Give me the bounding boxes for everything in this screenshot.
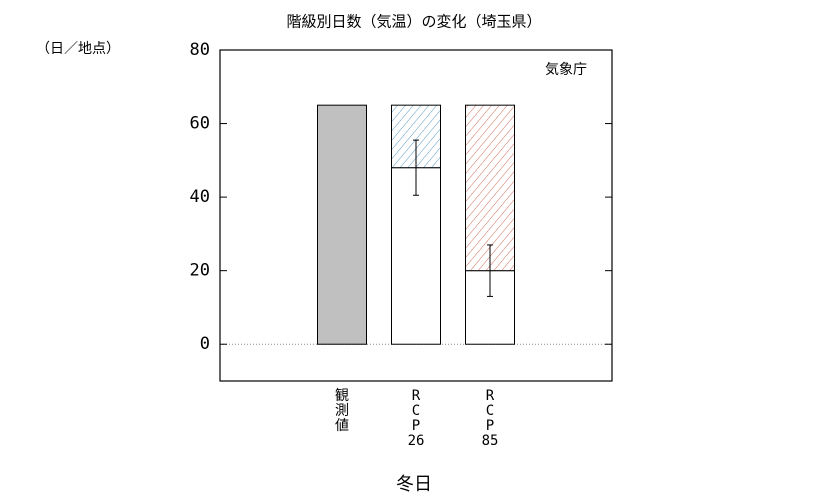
y-tick-label: 20: [190, 261, 210, 281]
y-axis-label: （日／地点）: [36, 41, 120, 57]
chart-title: 階級別日数（気温）の変化（埼玉県）: [286, 13, 541, 31]
bar: [391, 167, 441, 345]
x-tick-label: 観測値: [335, 387, 349, 434]
plot-frame: [219, 49, 613, 382]
y-tick-label: 40: [190, 187, 210, 207]
error-bar: [413, 139, 419, 196]
y-tick-label: 80: [190, 40, 210, 60]
y-tick-label: 0: [200, 334, 210, 354]
x-tick-label: R C P 85: [482, 388, 499, 449]
source-label: 気象庁: [545, 62, 587, 78]
bar: [317, 104, 367, 345]
bar: [465, 104, 515, 272]
error-bar: [487, 244, 493, 297]
y-tick-label: 60: [190, 114, 210, 134]
x-tick-label: R C P 26: [408, 388, 425, 449]
x-axis-label: 冬日: [396, 474, 432, 495]
